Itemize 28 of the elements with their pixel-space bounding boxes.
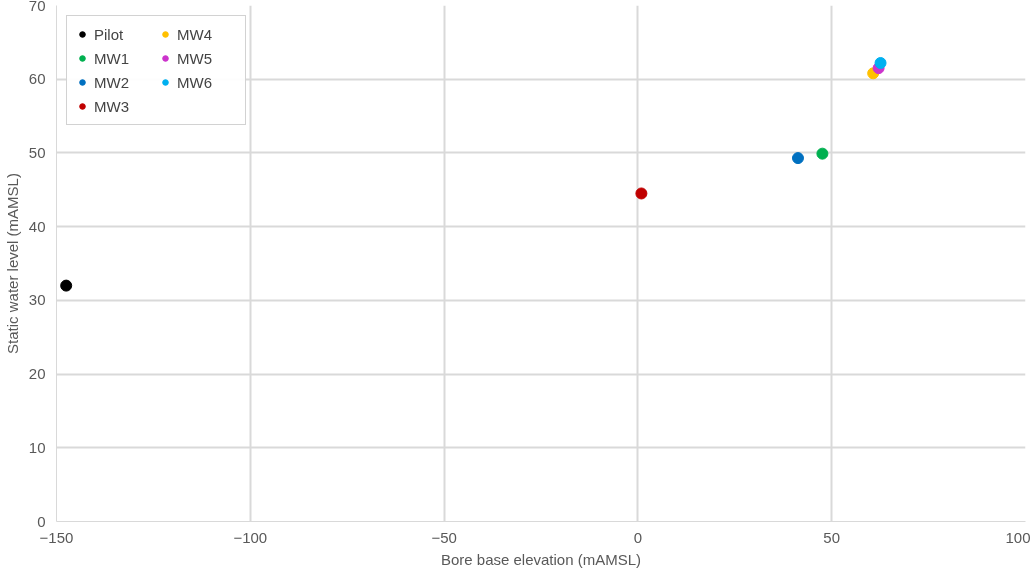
legend-label: MW6	[177, 73, 213, 91]
point	[874, 57, 887, 69]
x-tick-label: −100	[233, 528, 268, 546]
y-tick-label: 0	[37, 512, 46, 530]
legend-label: MW4	[177, 25, 213, 43]
y-tick-label: 10	[28, 438, 46, 456]
y-tick-label: 70	[28, 0, 46, 14]
y-tick-label: 50	[28, 143, 46, 161]
legend-label: MW1	[94, 49, 130, 67]
x-tick-label: 100	[1005, 528, 1031, 546]
y-tick-label: 30	[28, 291, 46, 309]
legend-label: MW5	[177, 49, 213, 67]
point	[791, 152, 804, 165]
y-tick-label: 20	[28, 365, 46, 383]
legend-label: Pilot	[94, 25, 125, 43]
y-tick-label: 40	[28, 217, 46, 235]
x-tick-label: −50	[431, 528, 457, 546]
legend-label: MW3	[94, 97, 130, 115]
x-tick-label: −150	[39, 528, 74, 546]
point	[60, 279, 73, 292]
point	[816, 147, 829, 160]
y-tick-label: 60	[28, 70, 46, 88]
x-tick-label: 50	[823, 528, 841, 546]
legend-label: MW2	[94, 73, 130, 91]
y-axis-title: Static water level (mAMSL)	[3, 173, 21, 354]
point	[635, 187, 648, 200]
x-axis-title: Bore base elevation (mAMSL)	[440, 550, 642, 568]
x-tick-label: 0	[633, 528, 643, 546]
